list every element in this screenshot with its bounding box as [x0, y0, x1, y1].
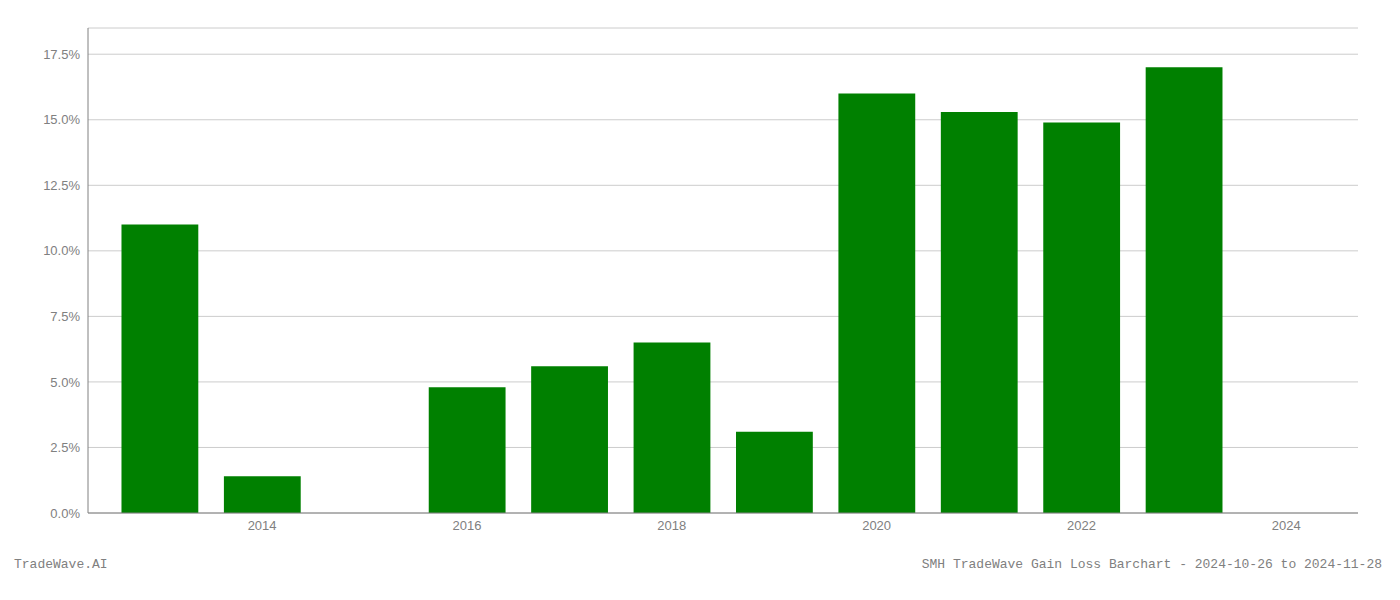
svg-text:12.5%: 12.5% — [43, 178, 80, 193]
svg-text:2.5%: 2.5% — [50, 440, 80, 455]
svg-text:17.5%: 17.5% — [43, 47, 80, 62]
svg-text:2020: 2020 — [862, 518, 891, 533]
svg-text:0.0%: 0.0% — [50, 506, 80, 521]
svg-text:2018: 2018 — [657, 518, 686, 533]
svg-text:2016: 2016 — [452, 518, 481, 533]
svg-text:15.0%: 15.0% — [43, 112, 80, 127]
html-text:TradeWave.AI: TradeWave.AI — [14, 557, 108, 572]
svg-text:2022: 2022 — [1067, 518, 1096, 533]
svg-text:5.0%: 5.0% — [50, 375, 80, 390]
html-text:SMH TradeWave Gain Loss Barcha: SMH TradeWave Gain Loss Barchart - 2024-… — [921, 557, 1382, 572]
svg-text:2014: 2014 — [248, 518, 277, 533]
svg-text:10.0%: 10.0% — [43, 243, 80, 258]
svg-text:2024: 2024 — [1272, 518, 1301, 533]
svg-text:7.5%: 7.5% — [50, 309, 80, 324]
